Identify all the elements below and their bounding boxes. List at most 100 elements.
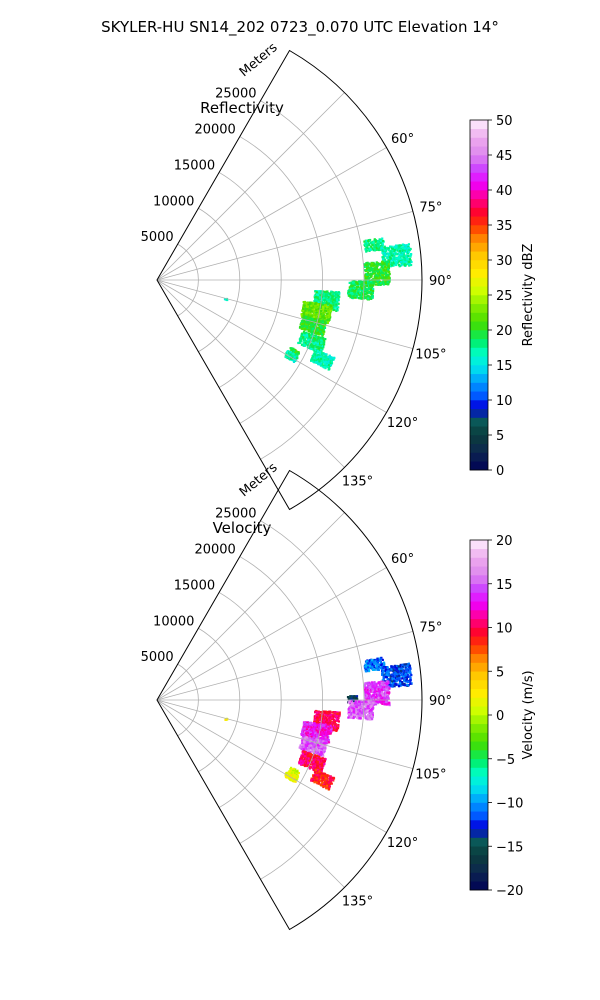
- echo-gate: [314, 325, 317, 328]
- echo-gate: [393, 670, 396, 674]
- echo-gate: [334, 725, 337, 728]
- echo-gate: [348, 281, 351, 284]
- echo-gate: [326, 309, 330, 312]
- azimuth-tick-label: 135°: [342, 475, 373, 490]
- echo-gate: [356, 701, 359, 704]
- echo-gate: [381, 262, 384, 265]
- echo-gate: [352, 713, 355, 717]
- echo-gate: [322, 366, 325, 369]
- echo-gate: [318, 311, 321, 314]
- echo-gate: [315, 291, 318, 294]
- echo-gate: [367, 697, 370, 700]
- echo-gate: [392, 682, 395, 685]
- echo-gate: [302, 311, 305, 314]
- echo-gate: [372, 247, 375, 250]
- echo-gate: [291, 354, 294, 357]
- echo-gate: [407, 249, 410, 252]
- echo-gate: [371, 663, 374, 666]
- echo-gate: [333, 720, 337, 723]
- echo-gate: [376, 686, 379, 689]
- echo-gate: [390, 245, 393, 248]
- echo-gate: [400, 683, 403, 686]
- echo-gate: [375, 244, 378, 247]
- echo-gate: [386, 283, 389, 286]
- echo-gate: [386, 691, 389, 694]
- echo-gate: [314, 316, 317, 319]
- echo-gate: [323, 359, 326, 362]
- echo-gate: [379, 694, 382, 697]
- echo-gate: [364, 684, 367, 687]
- echo-gate: [360, 709, 363, 712]
- echo-gate: [404, 255, 407, 259]
- echo-gate: [400, 246, 403, 249]
- echo-gate: [317, 301, 320, 304]
- echo-gate: [322, 328, 325, 331]
- echo-gate: [393, 246, 396, 249]
- echo-gate: [318, 721, 321, 725]
- echo-gate: [395, 680, 398, 683]
- echo-gate: [407, 246, 411, 249]
- echo-gate: [391, 254, 394, 257]
- echo-gate: [381, 696, 384, 699]
- echo-gate: [333, 711, 336, 714]
- echo-gate: [352, 284, 355, 288]
- echo-gate: [404, 663, 408, 666]
- echo-gate: [286, 351, 289, 354]
- echo-gate: [374, 249, 377, 252]
- echo-gate: [313, 318, 316, 321]
- echo-gate: [353, 294, 356, 297]
- echo-gate: [315, 716, 319, 719]
- echo-gate: [317, 307, 320, 310]
- echo-gate: [320, 337, 323, 341]
- echo-gate: [380, 282, 383, 285]
- colorbar-tick-label: 25: [496, 289, 513, 304]
- echo-gate: [367, 713, 370, 716]
- echo-gate: [379, 263, 382, 266]
- echo-gate: [383, 688, 386, 692]
- echo-gate: [303, 344, 306, 347]
- echo-gate: [367, 700, 370, 703]
- echo-gate: [367, 248, 370, 251]
- echo-gate: [402, 253, 405, 256]
- echo-gate: [323, 322, 327, 325]
- echo-gate: [375, 276, 378, 280]
- echo-gate: [406, 683, 409, 686]
- echo-gate: [317, 296, 320, 299]
- echo-gate: [326, 318, 329, 322]
- echo-gate: [336, 726, 339, 730]
- echo-gate: [405, 263, 408, 266]
- echo-gate: [310, 306, 313, 309]
- echo-gate: [314, 719, 317, 722]
- echo-gate: [325, 719, 328, 722]
- echo-gate: [306, 335, 309, 338]
- echo-gate: [360, 711, 363, 714]
- echo-gate: [319, 355, 322, 358]
- echo-gate: [384, 281, 387, 284]
- echo-gate: [384, 266, 387, 269]
- colorbar-step: [470, 435, 488, 445]
- echo-gate: [300, 327, 303, 330]
- echo-gate: [299, 339, 302, 342]
- azimuth-tick-label: 75°: [419, 201, 442, 216]
- echo-gate: [305, 323, 308, 326]
- echo-gate: [330, 360, 333, 363]
- echo-gate: [381, 237, 384, 240]
- echo-gate: [356, 288, 359, 291]
- echo-gate: [388, 249, 391, 252]
- echo-gate: [317, 360, 320, 363]
- echo-gate: [319, 345, 322, 348]
- echo-gate: [328, 366, 331, 370]
- echo-cell: [347, 700, 375, 721]
- echo-gate: [394, 666, 397, 669]
- echo-gate: [386, 274, 389, 277]
- range-tick-label: 5000: [141, 230, 174, 245]
- echo-gate: [387, 263, 390, 266]
- echo-gate: [316, 331, 319, 334]
- echo-gate: [361, 714, 364, 717]
- echo-gate: [387, 686, 390, 689]
- echo-gate: [304, 307, 307, 310]
- echo-gate: [381, 702, 384, 705]
- echo-gate: [381, 680, 384, 683]
- echo-gate: [320, 339, 323, 342]
- azimuth-gridline: [156, 279, 387, 413]
